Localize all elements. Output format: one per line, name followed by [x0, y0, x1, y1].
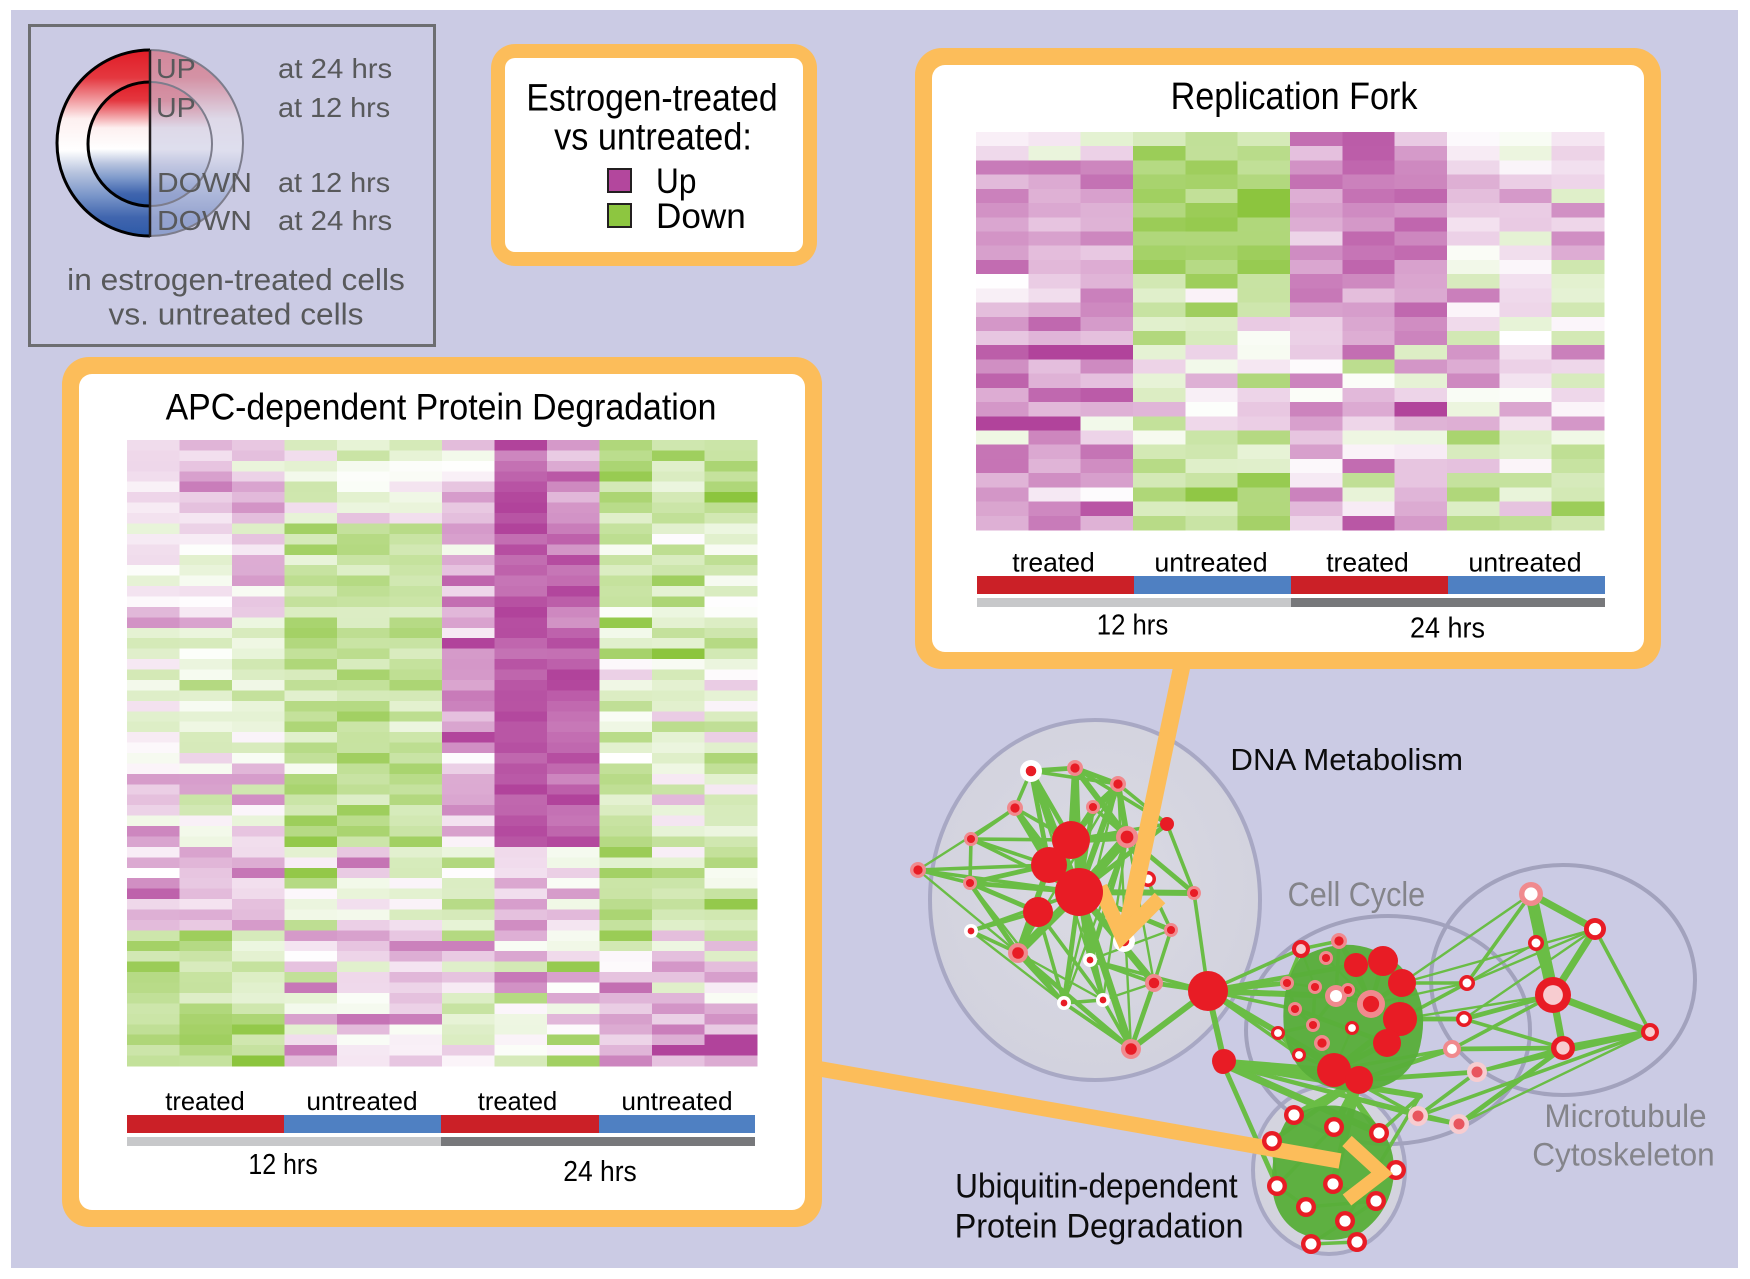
- svg-text:UP: UP: [156, 92, 196, 123]
- svg-text:untreated: untreated: [621, 1086, 732, 1116]
- svg-text:vs untreated:: vs untreated:: [554, 117, 752, 159]
- svg-text:Up: Up: [656, 162, 696, 201]
- svg-text:Estrogen-treated: Estrogen-treated: [526, 78, 777, 120]
- svg-text:treated: treated: [1012, 548, 1095, 578]
- svg-text:treated: treated: [165, 1086, 245, 1116]
- svg-text:24 hrs: 24 hrs: [563, 1156, 636, 1188]
- svg-text:APC-dependent Protein Degradat: APC-dependent Protein Degradation: [166, 387, 717, 428]
- svg-text:DNA Metabolism: DNA Metabolism: [1230, 742, 1463, 777]
- svg-text:Cytoskeleton: Cytoskeleton: [1532, 1136, 1714, 1172]
- svg-text:treated: treated: [1326, 548, 1409, 578]
- svg-text:DOWN: DOWN: [157, 205, 252, 236]
- svg-text:at 24 hrs: at 24 hrs: [278, 53, 392, 84]
- svg-text:untreated: untreated: [1468, 548, 1581, 578]
- svg-text:at 12 hrs: at 12 hrs: [278, 167, 390, 198]
- svg-text:Ubiquitin-dependent: Ubiquitin-dependent: [955, 1168, 1238, 1206]
- svg-text:UP: UP: [156, 53, 196, 84]
- svg-text:Microtubule: Microtubule: [1544, 1098, 1706, 1134]
- svg-text:at 12 hrs: at 12 hrs: [278, 92, 390, 123]
- svg-text:vs. untreated cells: vs. untreated cells: [109, 297, 364, 332]
- svg-text:untreated: untreated: [306, 1086, 417, 1116]
- svg-text:untreated: untreated: [1154, 548, 1267, 578]
- svg-text:Protein Degradation: Protein Degradation: [955, 1208, 1244, 1246]
- svg-text:24 hrs: 24 hrs: [1410, 612, 1485, 644]
- svg-text:treated: treated: [478, 1086, 558, 1116]
- svg-text:DOWN: DOWN: [157, 167, 252, 198]
- svg-text:12 hrs: 12 hrs: [1097, 609, 1168, 641]
- svg-text:12 hrs: 12 hrs: [248, 1149, 317, 1181]
- svg-text:Down: Down: [656, 197, 746, 236]
- svg-text:Cell Cycle: Cell Cycle: [1288, 876, 1425, 914]
- svg-text:in estrogen-treated cells: in estrogen-treated cells: [67, 262, 405, 297]
- svg-text:Replication Fork: Replication Fork: [1171, 76, 1419, 118]
- svg-text:at 24 hrs: at 24 hrs: [278, 205, 392, 236]
